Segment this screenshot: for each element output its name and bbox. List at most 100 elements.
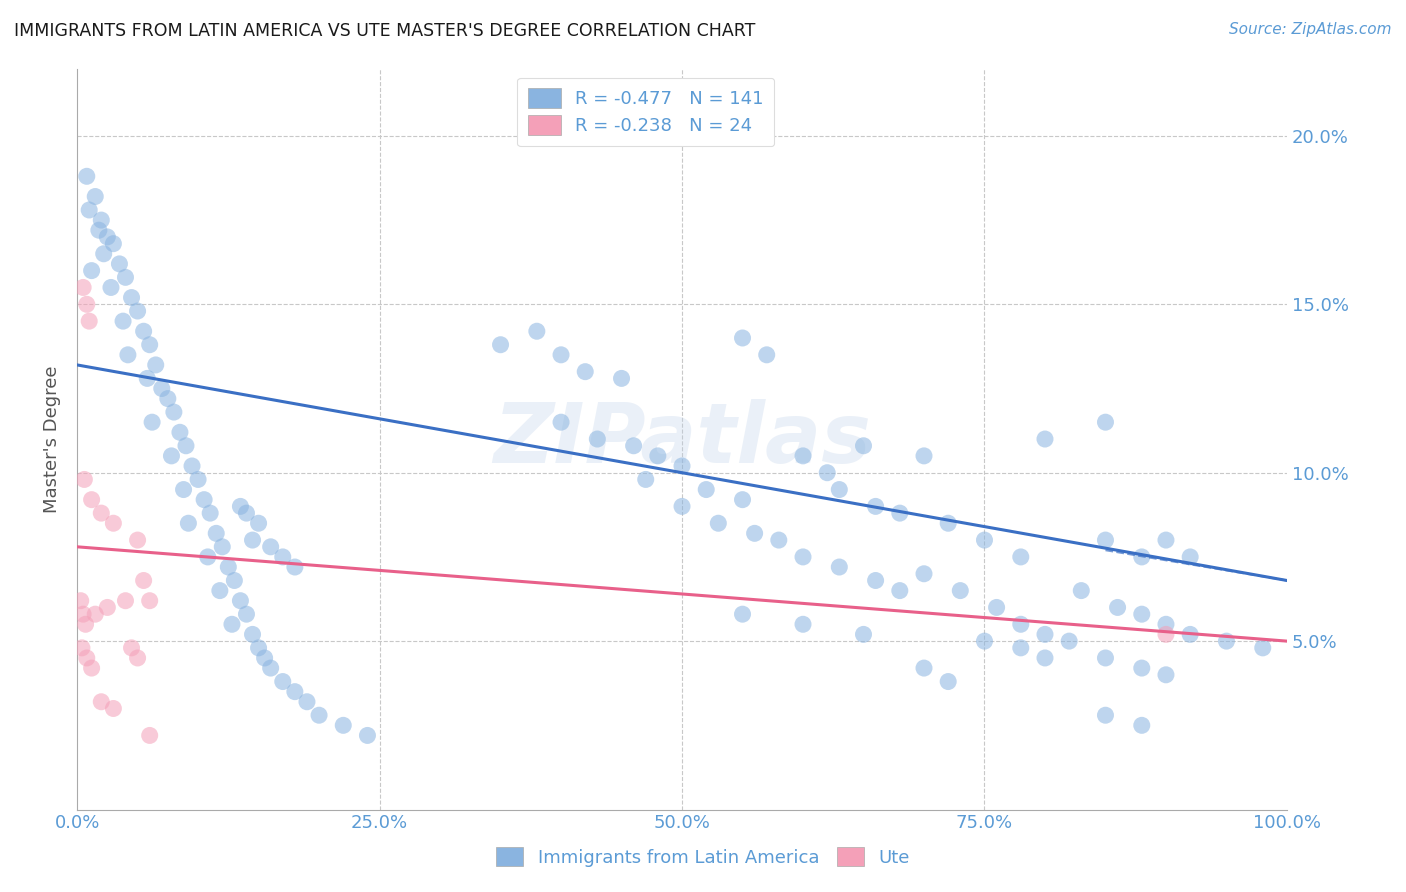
Point	[138, 593, 160, 607]
Point	[211, 540, 233, 554]
Point	[132, 324, 155, 338]
Point	[114, 593, 136, 607]
Point	[198, 506, 221, 520]
Point	[96, 230, 118, 244]
Point	[356, 728, 378, 742]
Point	[695, 483, 717, 497]
Point	[623, 439, 645, 453]
Point	[177, 516, 200, 531]
Point	[260, 540, 283, 554]
Point	[136, 371, 159, 385]
Text: IMMIGRANTS FROM LATIN AMERICA VS UTE MASTER'S DEGREE CORRELATION CHART: IMMIGRANTS FROM LATIN AMERICA VS UTE MAS…	[14, 22, 755, 40]
Point	[308, 708, 330, 723]
Point	[1094, 708, 1116, 723]
Point	[1215, 634, 1237, 648]
Point	[1130, 661, 1153, 675]
Point	[242, 533, 264, 547]
Point	[103, 516, 125, 531]
Point	[1033, 627, 1056, 641]
Point	[731, 607, 754, 622]
Point	[127, 651, 149, 665]
Point	[815, 466, 838, 480]
Point	[973, 634, 995, 648]
Point	[70, 640, 93, 655]
Point	[936, 674, 959, 689]
Point	[72, 607, 94, 622]
Point	[208, 583, 231, 598]
Point	[247, 516, 270, 531]
Point	[792, 617, 814, 632]
Point	[489, 337, 512, 351]
Y-axis label: Master's Degree: Master's Degree	[44, 366, 60, 513]
Point	[117, 348, 139, 362]
Point	[150, 382, 173, 396]
Point	[332, 718, 354, 732]
Point	[193, 492, 215, 507]
Point	[671, 458, 693, 473]
Point	[1154, 668, 1177, 682]
Point	[731, 331, 754, 345]
Point	[80, 492, 103, 507]
Point	[224, 574, 246, 588]
Point	[1010, 549, 1032, 564]
Point	[235, 506, 257, 520]
Point	[550, 415, 572, 429]
Point	[1070, 583, 1092, 598]
Point	[574, 365, 596, 379]
Point	[526, 324, 548, 338]
Point	[205, 526, 228, 541]
Point	[163, 405, 186, 419]
Point	[103, 701, 125, 715]
Point	[973, 533, 995, 547]
Point	[1130, 549, 1153, 564]
Point	[108, 257, 131, 271]
Point	[550, 348, 572, 362]
Point	[792, 449, 814, 463]
Point	[1154, 533, 1177, 547]
Point	[77, 314, 100, 328]
Point	[949, 583, 972, 598]
Point	[80, 661, 103, 675]
Point	[73, 472, 96, 486]
Point	[145, 358, 167, 372]
Point	[76, 169, 98, 184]
Point	[852, 627, 875, 641]
Point	[90, 213, 112, 227]
Point	[586, 432, 609, 446]
Point	[260, 661, 283, 675]
Point	[1094, 651, 1116, 665]
Point	[103, 236, 125, 251]
Point	[96, 600, 118, 615]
Point	[235, 607, 257, 622]
Point	[132, 574, 155, 588]
Point	[1130, 607, 1153, 622]
Point	[69, 593, 91, 607]
Point	[1178, 549, 1201, 564]
Point	[1107, 600, 1129, 615]
Point	[1154, 617, 1177, 632]
Point	[112, 314, 135, 328]
Point	[755, 348, 778, 362]
Point	[912, 449, 935, 463]
Point	[173, 483, 195, 497]
Point	[221, 617, 243, 632]
Point	[80, 263, 103, 277]
Point	[889, 583, 911, 598]
Point	[217, 560, 239, 574]
Point	[187, 472, 209, 486]
Point	[242, 627, 264, 641]
Point	[1033, 432, 1056, 446]
Point	[181, 458, 204, 473]
Point	[174, 439, 197, 453]
Point	[229, 500, 252, 514]
Point	[828, 483, 851, 497]
Point	[1251, 640, 1274, 655]
Point	[229, 593, 252, 607]
Point	[1010, 640, 1032, 655]
Point	[1178, 627, 1201, 641]
Point	[271, 549, 294, 564]
Legend: R = -0.477   N = 141, R = -0.238   N = 24: R = -0.477 N = 141, R = -0.238 N = 24	[517, 78, 775, 146]
Point	[936, 516, 959, 531]
Point	[889, 506, 911, 520]
Point	[100, 280, 122, 294]
